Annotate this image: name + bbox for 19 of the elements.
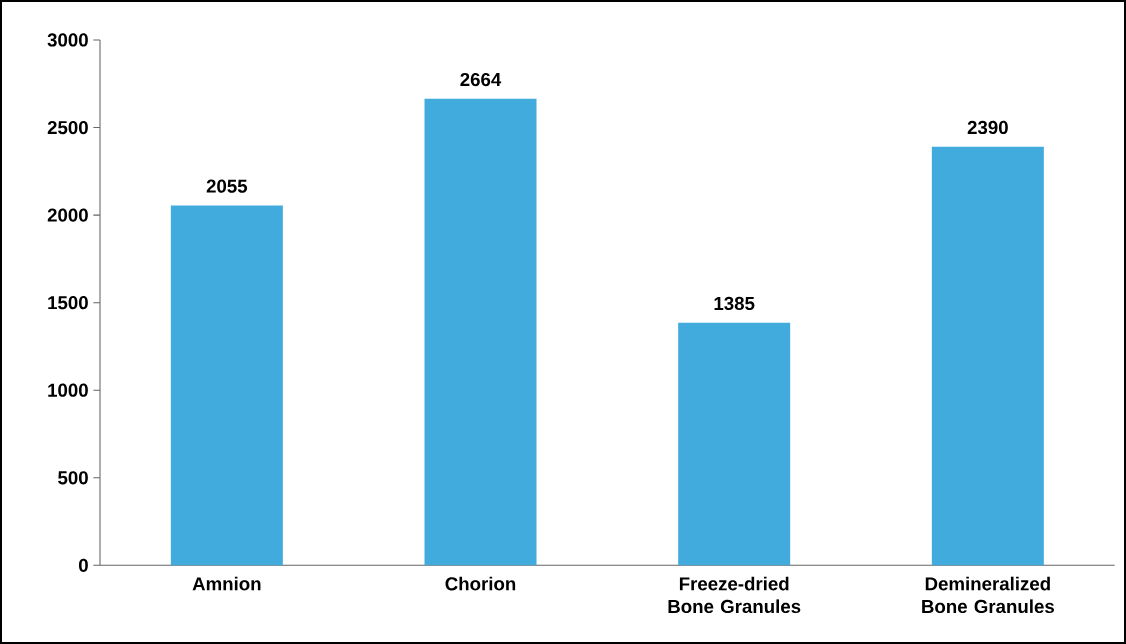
data-label: 2055 <box>206 179 248 193</box>
bar <box>170 205 283 566</box>
bar <box>424 98 537 566</box>
data-label: 1385 <box>714 296 755 311</box>
y-tick-label: 500 <box>58 471 88 485</box>
x-tick-label: Demineralized Bone Granules <box>922 576 1054 614</box>
y-tick-label: 2500 <box>47 120 88 135</box>
y-tick-label: 3000 <box>47 33 88 47</box>
bar <box>931 146 1044 566</box>
data-label: 2390 <box>967 120 1008 135</box>
x-tick-label: Amnion <box>192 576 261 591</box>
data-label: 2664 <box>460 72 502 87</box>
y-tick-label: 2000 <box>47 208 88 222</box>
y-tick-label: 1000 <box>48 383 88 397</box>
y-tick-label: 0 <box>78 558 88 572</box>
x-tick-label: Freeze-dried Bone Granules <box>668 576 801 614</box>
x-tick-label: Chorion <box>445 576 516 591</box>
y-tick-label: 1500 <box>48 296 88 310</box>
bar <box>678 322 791 566</box>
